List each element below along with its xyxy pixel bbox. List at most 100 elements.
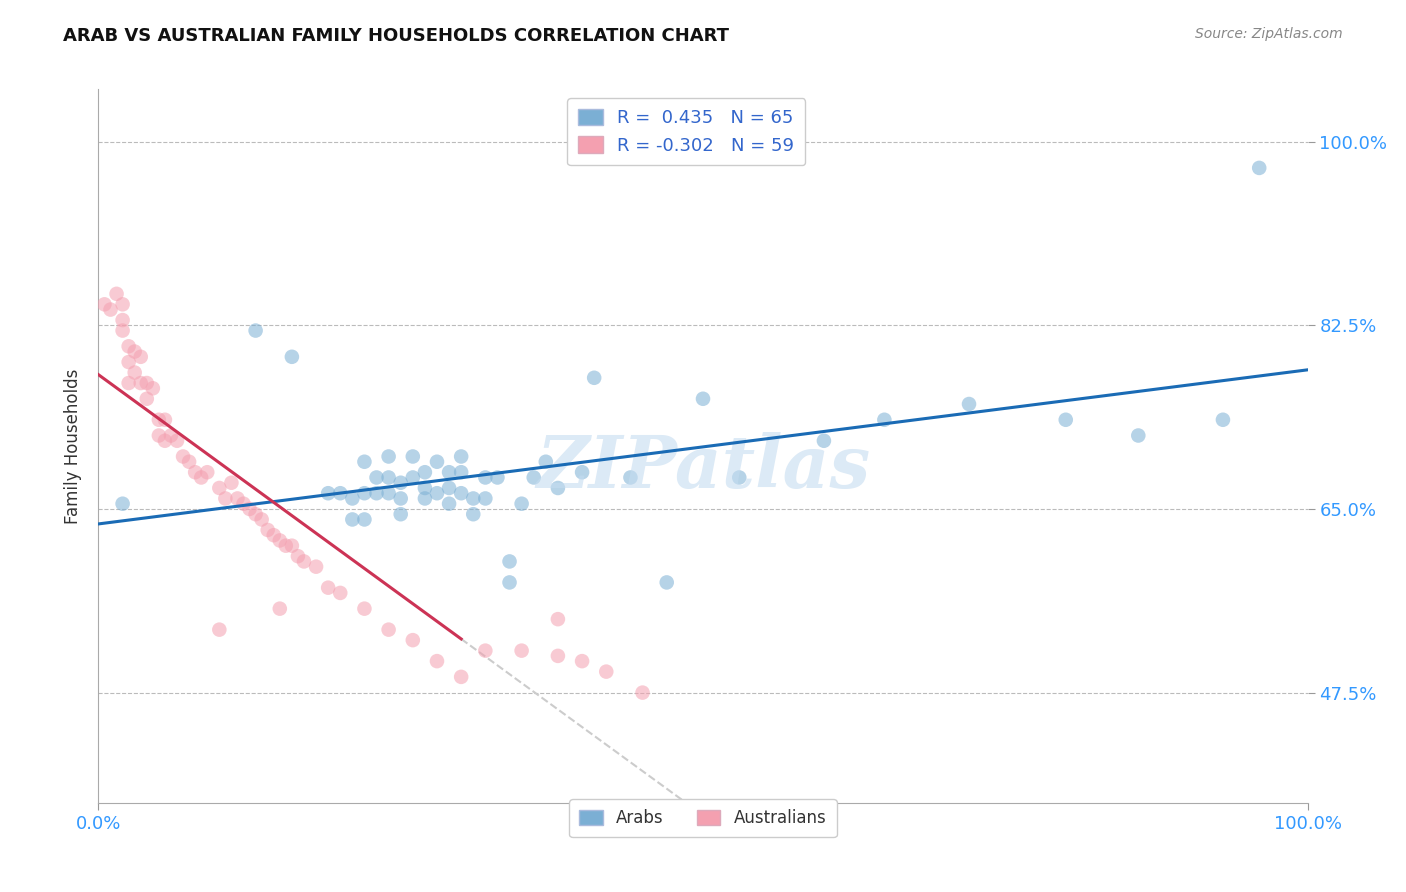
Point (450, 465, 472, 479)
Legend: Arabs, Australians: Arabs, Australians (569, 799, 837, 838)
Point (547, 612, 569, 626)
Point (111, 324, 134, 338)
Point (124, 344, 146, 359)
Point (329, 486, 352, 500)
Point (463, 491, 485, 506)
Point (426, 486, 449, 500)
Point (366, 486, 388, 500)
Point (263, 528, 285, 542)
Point (377, 623, 399, 637)
Point (450, 450, 472, 464)
Point (377, 470, 399, 484)
Text: Source: ZipAtlas.com: Source: ZipAtlas.com (1195, 27, 1343, 41)
Point (353, 601, 375, 615)
Point (523, 470, 546, 484)
Point (1212, 413, 1234, 427)
Point (402, 470, 425, 484)
Point (179, 455, 201, 469)
Point (274, 539, 297, 553)
Point (232, 497, 254, 511)
Point (245, 507, 267, 521)
Point (534, 455, 557, 469)
Point (353, 455, 375, 469)
Point (287, 549, 309, 564)
Point (226, 491, 249, 506)
Point (208, 623, 231, 637)
Point (195, 465, 218, 479)
Point (510, 497, 533, 511)
Point (1128, 428, 1150, 442)
Point (389, 475, 412, 490)
Point (118, 376, 141, 390)
Point (957, 397, 980, 411)
Point (437, 481, 460, 495)
Point (813, 434, 835, 448)
Point (1054, 413, 1077, 427)
Point (111, 297, 134, 311)
Point (389, 507, 412, 521)
Point (172, 450, 194, 464)
Point (486, 470, 509, 484)
Point (135, 392, 157, 406)
Point (728, 470, 751, 484)
Point (148, 413, 170, 427)
Point (148, 428, 170, 442)
Point (571, 654, 593, 668)
Point (129, 376, 152, 390)
Text: ZIPatlas: ZIPatlas (536, 432, 870, 503)
Point (245, 324, 267, 338)
Point (655, 575, 678, 590)
Point (118, 355, 141, 369)
Point (510, 643, 533, 657)
Point (547, 481, 569, 495)
Point (498, 575, 520, 590)
Point (316, 581, 339, 595)
Point (208, 481, 231, 495)
Point (595, 665, 617, 679)
Y-axis label: Family Households: Family Households (63, 368, 82, 524)
Point (135, 376, 157, 390)
Point (153, 413, 176, 427)
Point (583, 371, 606, 385)
Point (269, 533, 291, 548)
Point (100, 302, 122, 317)
Point (342, 491, 364, 506)
Point (353, 512, 375, 526)
Point (413, 491, 436, 506)
Point (153, 434, 176, 448)
Point (129, 350, 152, 364)
Point (250, 512, 273, 526)
Point (142, 381, 165, 395)
Point (474, 643, 496, 657)
Point (190, 470, 212, 484)
Point (316, 486, 339, 500)
Point (619, 470, 641, 484)
Point (281, 539, 304, 553)
Point (342, 512, 364, 526)
Point (402, 450, 425, 464)
Point (111, 313, 134, 327)
Point (463, 507, 485, 521)
Point (692, 392, 714, 406)
Point (269, 601, 291, 615)
Point (305, 559, 328, 574)
Point (426, 455, 449, 469)
Point (474, 470, 496, 484)
Point (184, 465, 207, 479)
Point (93, 297, 115, 311)
Point (377, 486, 399, 500)
Point (118, 339, 141, 353)
Point (256, 523, 278, 537)
Point (450, 670, 472, 684)
Point (413, 465, 436, 479)
Text: ARAB VS AUSTRALIAN FAMILY HOUSEHOLDS CORRELATION CHART: ARAB VS AUSTRALIAN FAMILY HOUSEHOLDS COR… (63, 27, 730, 45)
Point (292, 554, 315, 568)
Point (166, 434, 188, 448)
Point (239, 502, 262, 516)
Point (353, 486, 375, 500)
Point (631, 685, 654, 699)
Point (402, 633, 425, 648)
Point (437, 497, 460, 511)
Point (124, 366, 146, 380)
Point (160, 428, 183, 442)
